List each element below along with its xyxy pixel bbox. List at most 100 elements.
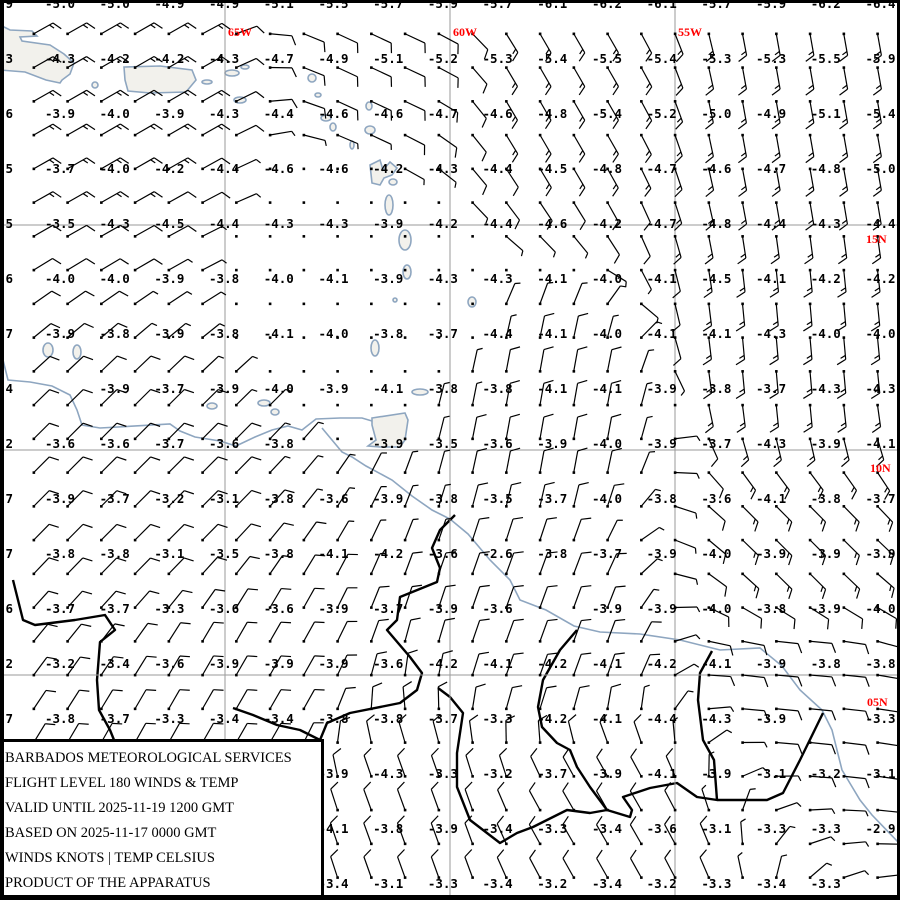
wind-barb [363, 747, 373, 778]
barb-feather [875, 50, 882, 56]
barb-staff [168, 123, 189, 136]
barb-staff [303, 621, 315, 642]
wind-barb [370, 167, 373, 171]
barb-feather [184, 58, 190, 63]
barb-feather [280, 722, 291, 725]
legend-credit: PRODUCT OF THE APPARATUS [5, 875, 211, 891]
wind-barb [32, 590, 59, 609]
barb-staff [596, 756, 609, 777]
wind-barb [640, 621, 662, 643]
temperature-label: -4.2 [428, 656, 458, 671]
barb-staff [370, 620, 380, 642]
wind-barb [133, 590, 160, 609]
barb-feather [152, 290, 159, 295]
barb-staff [562, 824, 575, 845]
temperature-label: -3.2 [811, 766, 841, 781]
barb-feather [793, 619, 796, 630]
wind-barb [606, 413, 622, 441]
wind-barb [396, 849, 407, 879]
temperature-label: -6.2 [592, 0, 622, 11]
barb-staff [100, 123, 121, 136]
barb-staff [809, 640, 832, 644]
wind-barb [538, 66, 552, 96]
station-dot [707, 842, 711, 846]
barb-feather [856, 588, 861, 599]
temperature-label: -4.3 [209, 51, 239, 66]
barb-feather [750, 489, 757, 500]
station-dot [606, 640, 609, 643]
barb-feather [116, 523, 127, 529]
wind-barb [235, 489, 262, 508]
barb-feather [676, 151, 682, 157]
wind-barb [268, 422, 291, 441]
barb-staff [366, 720, 372, 743]
temperature-label: -4.2 [811, 271, 841, 286]
barb-feather [695, 512, 698, 519]
wind-barb [471, 651, 490, 677]
station-dot [268, 707, 272, 711]
station-dot [336, 505, 339, 508]
barb-feather [187, 123, 197, 131]
barb-staff [337, 100, 358, 111]
barb-staff [471, 417, 478, 439]
barb-feather [444, 381, 450, 385]
wind-barb [437, 617, 455, 643]
barb-staff [404, 66, 426, 78]
station-dot [201, 572, 204, 576]
temperature-label: -3.9 [811, 546, 841, 561]
border [536, 629, 608, 811]
barb-staff [776, 708, 799, 712]
wind-barb [673, 505, 698, 519]
station-dot [471, 403, 474, 407]
station-dot [235, 268, 238, 272]
barb-staff [877, 472, 891, 492]
barb-staff [640, 383, 648, 406]
barb-feather [770, 257, 780, 265]
wind-barb [640, 451, 656, 474]
barb-feather [840, 287, 846, 292]
barb-staff [33, 257, 53, 271]
temperature-label: -3.9 [373, 216, 403, 231]
barb-feather [538, 714, 548, 722]
wind-barb [707, 538, 727, 565]
wind-barb [871, 268, 881, 298]
barb-feather [870, 358, 880, 366]
wind-barb [437, 483, 451, 508]
barb-feather [112, 722, 123, 725]
barb-feather [736, 291, 746, 298]
wind-barb [66, 355, 94, 373]
barb-staff [505, 518, 514, 541]
wind-barb [370, 519, 387, 542]
temperature-label: -4.1 [318, 546, 348, 561]
temperature-label: -3.7 [154, 436, 184, 451]
wind-barb [572, 235, 589, 259]
temperature-label: -3.7 [100, 601, 130, 616]
barb-feather [578, 187, 586, 197]
barb-feather [611, 346, 622, 351]
station-dot [640, 876, 643, 879]
wind-barb [572, 201, 586, 231]
barb-feather [771, 122, 781, 130]
barb-staff [202, 123, 222, 136]
barb-staff [465, 755, 474, 777]
barb-staff [471, 518, 480, 541]
wind-barb [370, 452, 387, 474]
temperature-label: -4.6 [264, 161, 294, 176]
barb-staff [168, 422, 185, 440]
wind-barb [606, 585, 626, 609]
barb-feather [875, 459, 885, 468]
barb-staff [269, 98, 292, 102]
station-dot [302, 167, 306, 171]
temperature-label: -3.6 [647, 821, 677, 836]
wind-barb [640, 653, 661, 677]
barb-feather [612, 82, 617, 89]
barb-feather [699, 815, 708, 824]
barb-feather [771, 54, 781, 62]
barb-staff [708, 505, 726, 522]
station-dot [538, 640, 542, 643]
barb-staff [775, 856, 783, 878]
barb-feather [771, 156, 781, 164]
station-dot [471, 572, 474, 576]
wind-barb [562, 782, 576, 812]
temperature-label: -3.3 [756, 821, 786, 836]
